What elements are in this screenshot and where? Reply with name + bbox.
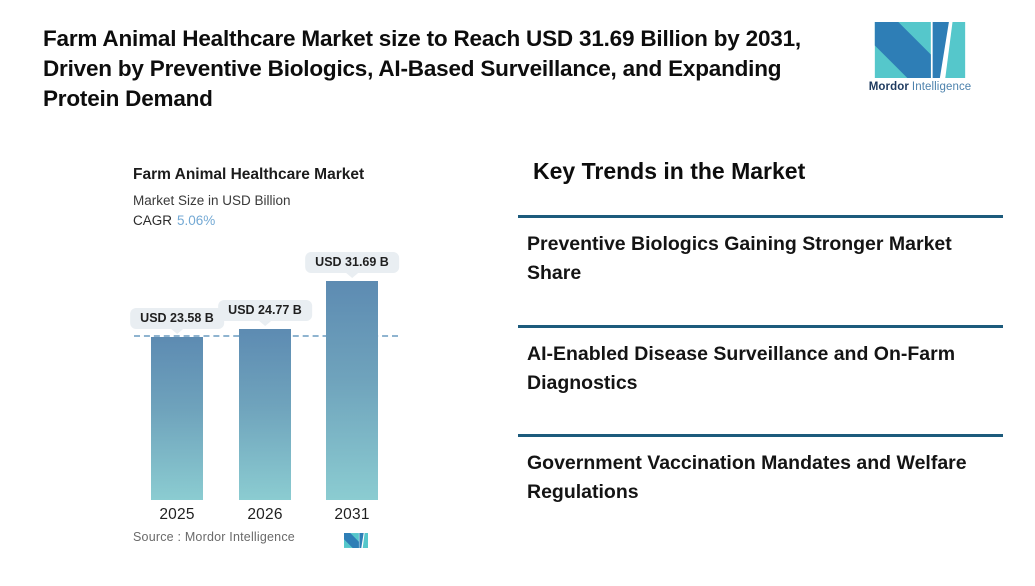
brand-logo-mini-icon <box>344 533 368 553</box>
value-label: USD 31.69 B <box>305 252 399 273</box>
trend-divider <box>518 325 1003 328</box>
x-tick-label: 2025 <box>159 506 195 523</box>
key-trends-heading: Key Trends in the Market <box>533 158 806 184</box>
trend-item: AI-Enabled Disease Surveillance and On-F… <box>527 343 956 394</box>
chart-title: Farm Animal Healthcare Market <box>133 166 365 183</box>
trend-divider <box>518 434 1003 437</box>
brand-name-light: Intelligence <box>911 81 972 93</box>
chart-bar <box>151 337 203 500</box>
cagr-label: CAGR <box>133 213 173 228</box>
x-tick-label: 2026 <box>247 506 283 523</box>
cagr-value: 5.06% <box>177 213 216 228</box>
value-label: USD 24.77 B <box>218 300 312 321</box>
brand-wordmark: Mordor Intelligence <box>858 81 982 93</box>
x-tick-label: 2031 <box>334 506 370 523</box>
brand-name-bold: Mordor <box>868 81 909 93</box>
trend-item: Preventive Biologics Gaining Stronger Ma… <box>527 233 952 284</box>
value-label: USD 23.58 B <box>130 308 224 329</box>
chart-source: Source : Mordor Intelligence <box>133 530 295 544</box>
chart-cagr: CAGR 5.06% <box>133 213 215 228</box>
mordor-intelligence-logo-icon <box>858 22 982 78</box>
chart-subtitle: Market Size in USD Billion <box>133 193 291 208</box>
page-title: Farm Animal Healthcare Market size to Re… <box>43 26 801 111</box>
chart-bar <box>239 329 291 500</box>
chart-bar <box>326 281 378 500</box>
bar-chart-plot: USD 23.58 B 2025 USD 24.77 B 2026 USD 31.69 … <box>130 250 403 523</box>
trend-divider <box>518 215 1003 218</box>
brand-logo: Mordor Intelligence <box>858 22 982 93</box>
trend-item: Government Vaccination Mandates and Welf… <box>527 452 967 503</box>
